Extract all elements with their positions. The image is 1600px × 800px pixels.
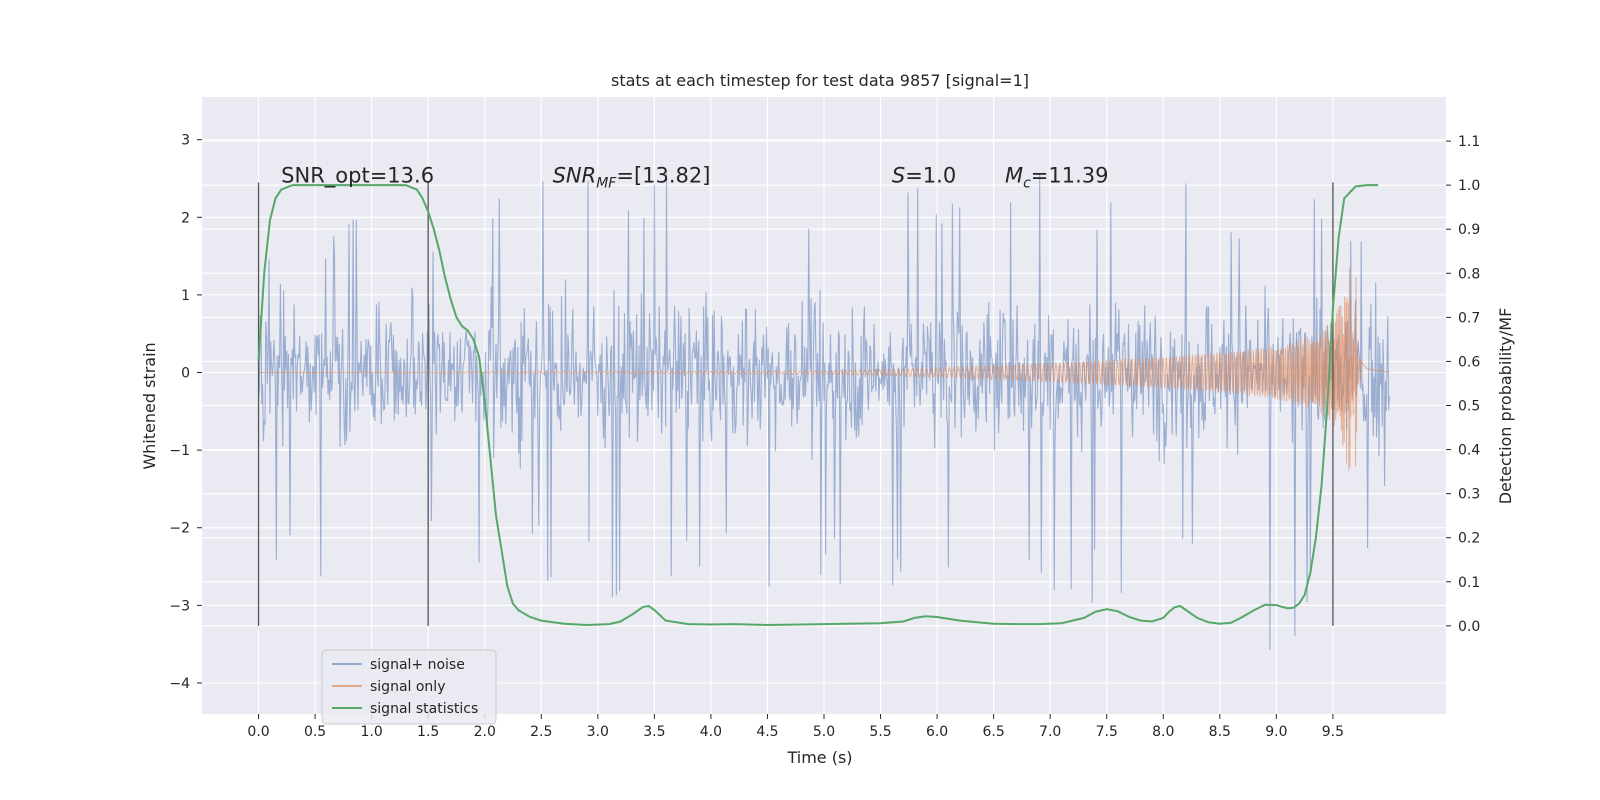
x-tick-label: 5.0 — [813, 724, 835, 740]
x-axis-label: Time (s) — [786, 748, 852, 767]
y-left-tick-label: −3 — [169, 598, 190, 614]
y-right-tick-label: 0.5 — [1458, 399, 1480, 415]
y-axis-right: 0.0 0.1 0.2 0.3 0.4 0.5 0.6 0.7 0.8 0.9 1.0 1.1 — [1446, 134, 1480, 635]
series-signal-only — [258, 267, 1390, 471]
chart-title: stats at each timestep for test data 985… — [611, 71, 1029, 90]
y-right-tick-label: 0.0 — [1458, 619, 1480, 635]
y-right-tick-label: 1.1 — [1458, 134, 1480, 150]
y-left-tick-label: 3 — [181, 133, 190, 149]
series-signal-statistics — [257, 184, 1379, 627]
y-right-tick-label: 0.6 — [1458, 354, 1480, 370]
y-right-tick-label: 0.9 — [1458, 222, 1480, 238]
annotation-mc: Mc=11.39 — [1005, 163, 1109, 191]
y-left-tick-label: −2 — [169, 521, 190, 537]
y-right-tick-label: 0.8 — [1458, 266, 1480, 282]
annotation-snr-mf: SNRMF=[13.82] — [553, 163, 711, 191]
x-tick-label: 8.5 — [1209, 724, 1231, 740]
x-tick-label: 5.5 — [869, 724, 891, 740]
annotations: SNR_opt=13.6 SNRMF=[13.82] S=1.0 Mc=11.39 — [281, 163, 1108, 191]
y-left-tick-label: 2 — [181, 210, 190, 226]
legend-label-signal-only: signal only — [370, 679, 445, 695]
y-axis-left: −4 −3 −2 −1 0 1 2 3 — [169, 133, 202, 692]
x-tick-label: 7.0 — [1039, 724, 1061, 740]
x-tick-label: 8.0 — [1152, 724, 1174, 740]
x-axis: 0.0 0.5 1.0 1.5 2.0 2.5 3.0 3.5 4.0 4.5 5.0 5.5 6.0 6… — [247, 714, 1344, 740]
y-right-tick-label: 0.7 — [1458, 310, 1480, 326]
x-tick-label: 3.5 — [643, 724, 665, 740]
x-tick-label: 6.0 — [926, 724, 948, 740]
x-tick-label: 7.5 — [1096, 724, 1118, 740]
x-tick-label: 2.5 — [530, 724, 552, 740]
y-left-tick-label: −1 — [169, 443, 190, 459]
x-tick-label: 9.0 — [1265, 724, 1287, 740]
legend-label-signal-statistics: signal statistics — [370, 701, 478, 717]
x-tick-label: 6.5 — [983, 724, 1005, 740]
x-tick-label: 9.5 — [1322, 724, 1344, 740]
y-right-tick-label: 1.0 — [1458, 178, 1480, 194]
x-tick-label: 0.5 — [304, 724, 326, 740]
annotation-s: S=1.0 — [892, 163, 956, 187]
signal-only-line — [258, 267, 1390, 471]
y-right-tick-label: 0.3 — [1458, 487, 1480, 503]
y-right-tick-label: 0.2 — [1458, 531, 1480, 547]
x-tick-label: 4.5 — [756, 724, 778, 740]
y-axis-left-label: Whitened strain — [140, 342, 159, 469]
y-right-tick-label: 0.1 — [1458, 575, 1480, 591]
x-tick-label: 3.0 — [587, 724, 609, 740]
annotation-snr-opt: SNR_opt=13.6 — [281, 163, 434, 188]
x-tick-label: 0.0 — [247, 724, 269, 740]
signal-statistics-line — [257, 184, 1379, 627]
y-left-tick-label: −4 — [169, 676, 190, 692]
legend-label-signal-noise: signal+ noise — [370, 657, 465, 673]
x-tick-label: 2.0 — [474, 724, 496, 740]
event-markers — [257, 182, 1334, 626]
legend-box — [321, 649, 497, 725]
x-tick-label: 1.0 — [361, 724, 383, 740]
y-axis-right-label: Detection probability/MF — [1496, 308, 1515, 505]
x-tick-label: 1.5 — [417, 724, 439, 740]
y-right-tick-label: 0.4 — [1458, 443, 1480, 459]
y-left-tick-label: 1 — [181, 288, 190, 304]
legend: signal+ noise signal only signal statist… — [321, 649, 497, 725]
y-left-tick-label: 0 — [181, 366, 190, 382]
x-tick-label: 4.0 — [700, 724, 722, 740]
